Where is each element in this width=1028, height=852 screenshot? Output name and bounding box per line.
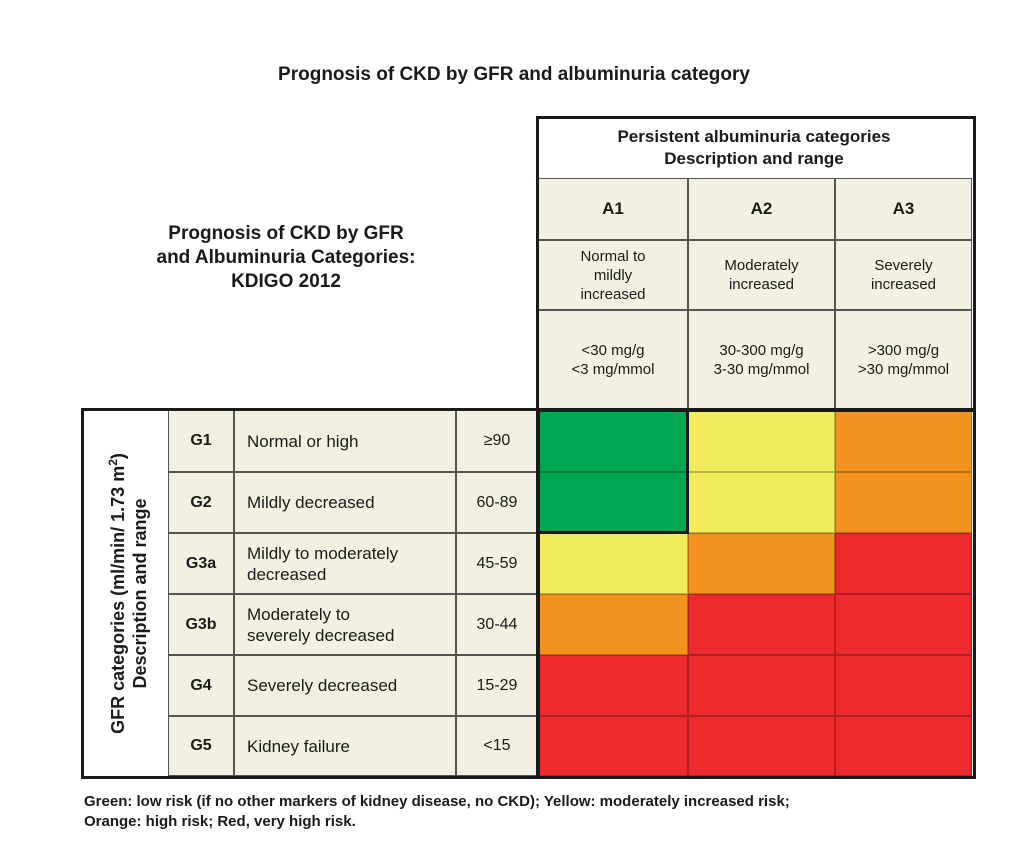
table-title-line: Prognosis of CKD by GFR [168, 223, 404, 244]
gfr-desc-G5: Kidney failure [234, 716, 456, 776]
risk-cell-G3b-A3 [835, 594, 972, 655]
gfr-axis-superscript: 2 [105, 458, 120, 466]
risk-cell-G2-A3 [835, 472, 972, 533]
gfr-code-G1: G1 [168, 410, 234, 472]
gfr-axis-label: GFR categories (ml/min/ 1.73 m2) Descrip… [84, 410, 168, 776]
albuminuria-range-line: <30 mg/g [581, 342, 645, 359]
gfr-code-G3a: G3a [168, 533, 234, 594]
risk-cell-G4-A1 [538, 655, 688, 716]
risk-cell-G4-A3 [835, 655, 972, 716]
gfr-range-G5: <15 [456, 716, 538, 776]
albuminuria-desc-line: mildly [593, 266, 633, 284]
albuminuria-range-line: 3-30 mg/mmol [713, 361, 810, 378]
albuminuria-header-line: Description and range [664, 149, 844, 168]
gfr-desc-line: Severely decreased [247, 676, 398, 695]
albuminuria-desc-line: increased [728, 276, 795, 293]
footnote: Green: low risk (if no other markers of … [84, 792, 1014, 832]
footnote-line: Green: low risk (if no other markers of … [84, 793, 790, 810]
gfr-code-G2: G2 [168, 472, 234, 533]
gfr-code-G5: G5 [168, 716, 234, 776]
gfr-axis-text-end: ) [107, 452, 128, 459]
albuminuria-range-A1: <30 mg/g <3 mg/mmol [538, 310, 688, 410]
albuminuria-desc-line: increased [580, 285, 646, 303]
gfr-code-G3b: G3b [168, 594, 234, 655]
albuminuria-code-A3: A3 [835, 178, 972, 240]
footnote-line: Orange: high risk; Red, very high risk. [84, 813, 356, 830]
albuminuria-code-A2: A2 [688, 178, 835, 240]
gfr-desc-line: severely decreased [247, 625, 395, 645]
gfr-desc-G3b: Moderately to severely decreased [234, 594, 456, 655]
risk-cell-G1-A1 [538, 410, 688, 472]
gfr-desc-G3a: Mildly to moderately decreased [234, 533, 456, 594]
risk-cell-G3a-A2 [688, 533, 835, 594]
albuminuria-range-line: <3 mg/mmol [571, 361, 655, 378]
risk-cell-G2-A1 [538, 472, 688, 533]
albuminuria-desc-line: increased [870, 276, 937, 293]
albuminuria-header-line: Persistent albuminuria categories [617, 127, 891, 146]
gfr-desc-G2: Mildly decreased [234, 472, 456, 533]
risk-cell-G3b-A2 [688, 594, 835, 655]
gfr-desc-line: decreased [247, 564, 327, 584]
gfr-desc-line: Mildly to moderately [247, 543, 399, 563]
gfr-desc-line: Mildly decreased [247, 493, 375, 512]
risk-cell-G3a-A3 [835, 533, 972, 594]
albuminuria-desc-A1: Normal to mildly increased [538, 240, 688, 310]
albuminuria-range-A3: >300 mg/g >30 mg/mmol [835, 310, 972, 410]
page-title: Prognosis of CKD by GFR and albuminuria … [278, 64, 750, 85]
gfr-desc-line: Moderately to [247, 604, 350, 624]
albuminuria-range-line: >300 mg/g [867, 342, 940, 359]
risk-cell-G5-A2 [688, 716, 835, 776]
albuminuria-code-A1: A1 [538, 178, 688, 240]
risk-cell-G3a-A1 [538, 533, 688, 594]
gfr-desc-line: Normal or high [247, 431, 359, 451]
table-title: Prognosis of CKD by GFR and Albuminuria … [110, 222, 462, 294]
gfr-desc-G4: Severely decreased [234, 655, 456, 716]
gfr-range-G3a: 45-59 [456, 533, 538, 594]
albuminuria-range-A2: 30-300 mg/g 3-30 mg/mmol [688, 310, 835, 410]
gfr-range-G3b: 30-44 [456, 594, 538, 655]
risk-cell-G1-A2 [688, 410, 835, 472]
gfr-axis-text: GFR categories (ml/min/ 1.73 m [107, 465, 128, 734]
albuminuria-desc-line: Moderately [724, 257, 799, 274]
albuminuria-header: Persistent albuminuria categories Descri… [538, 118, 970, 178]
albuminuria-range-line: >30 mg/mmol [857, 361, 950, 378]
gfr-desc-line: Kidney failure [247, 736, 351, 756]
risk-cell-G3b-A1 [538, 594, 688, 655]
gfr-axis-subtitle: Description and range [129, 497, 150, 689]
gfr-desc-G1: Normal or high [234, 410, 456, 472]
gfr-range-G2: 60-89 [456, 472, 538, 533]
risk-cell-G5-A1 [538, 716, 688, 776]
albuminuria-desc-line: Severely [874, 257, 933, 274]
gfr-code-G4: G4 [168, 655, 234, 716]
albuminuria-desc-line: Normal to [580, 247, 646, 265]
table-title-line: KDIGO 2012 [231, 271, 341, 292]
risk-cell-G4-A2 [688, 655, 835, 716]
albuminuria-desc-A3: Severely increased [835, 240, 972, 310]
albuminuria-range-line: 30-300 mg/g [719, 342, 804, 359]
risk-cell-G2-A2 [688, 472, 835, 533]
table-title-line: and Albuminuria Categories: [156, 247, 416, 268]
risk-cell-G5-A3 [835, 716, 972, 776]
gfr-range-G4: 15-29 [456, 655, 538, 716]
albuminuria-desc-A2: Moderately increased [688, 240, 835, 310]
gfr-range-G1: ≥90 [456, 410, 538, 472]
risk-cell-G1-A3 [835, 410, 972, 472]
